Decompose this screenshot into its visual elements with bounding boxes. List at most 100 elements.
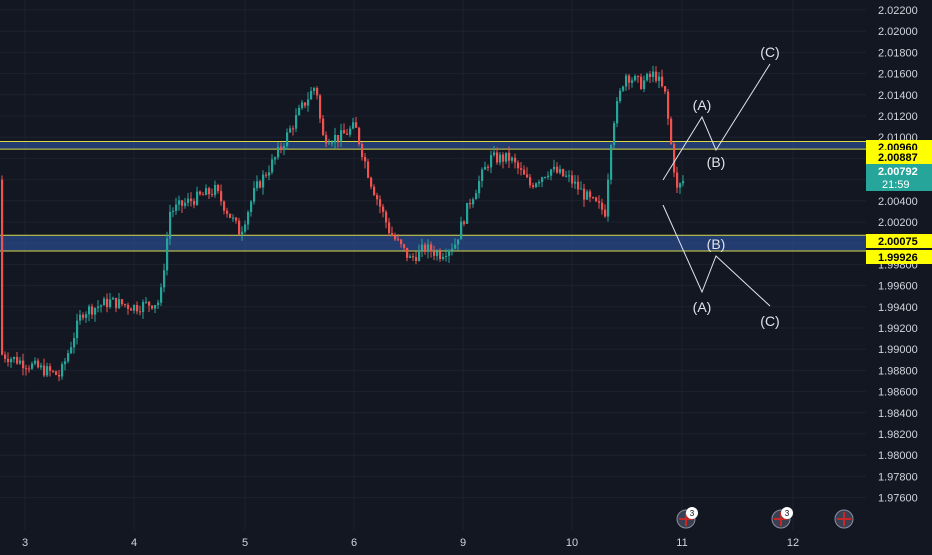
candle-body xyxy=(640,76,643,89)
candle-body xyxy=(139,311,142,313)
candle-body xyxy=(358,127,361,144)
event-badge[interactable]: 3 xyxy=(771,507,793,529)
y-tick-label: 1.98200 xyxy=(878,429,918,441)
candle-body xyxy=(373,186,376,196)
candle-body xyxy=(391,233,394,236)
candle-body xyxy=(40,365,43,368)
candle-body xyxy=(325,135,328,144)
support-zone xyxy=(0,235,866,252)
wave-label: (B) xyxy=(707,236,726,252)
candle-body xyxy=(469,202,472,205)
y-tick-label: 1.97600 xyxy=(878,493,918,505)
candle-body xyxy=(106,298,109,308)
candle-body xyxy=(556,166,559,173)
event-badge[interactable] xyxy=(834,509,854,529)
candle-body xyxy=(172,210,175,212)
candle-body xyxy=(646,73,649,81)
candle-body xyxy=(1,179,4,355)
candle-body xyxy=(547,175,550,178)
candle-body xyxy=(73,338,76,348)
candle-body xyxy=(454,244,457,249)
candle-body xyxy=(304,102,307,106)
candle-body xyxy=(382,206,385,212)
y-tick-label: 2.01400 xyxy=(878,90,918,102)
candle-body xyxy=(328,143,331,145)
candle-body xyxy=(676,172,679,188)
candle-body xyxy=(205,188,208,195)
y-tick-label: 1.98600 xyxy=(878,387,918,399)
candle-body xyxy=(271,159,274,173)
candle-body xyxy=(424,244,427,252)
candle-body xyxy=(445,255,448,257)
event-badge[interactable]: 3 xyxy=(676,507,698,529)
candle-body xyxy=(199,191,202,195)
candle-body xyxy=(70,347,73,354)
y-tick-label: 2.01600 xyxy=(878,69,918,81)
candle-body xyxy=(583,188,586,200)
candle-body xyxy=(397,239,400,241)
candle-body xyxy=(574,181,577,184)
candle-body xyxy=(532,185,535,187)
candle-body xyxy=(364,156,367,162)
candle-body xyxy=(343,130,346,134)
candle-body xyxy=(79,314,82,321)
candle-body xyxy=(142,302,145,312)
wave-label: (A) xyxy=(693,299,712,315)
candle-body xyxy=(544,177,547,179)
candle-body xyxy=(247,211,250,225)
candle-body xyxy=(229,213,232,218)
price-axis[interactable]: 2.02200 2.02000 2.01800 2.01600 2.01400 2.012… xyxy=(866,5,932,505)
candle-body xyxy=(181,200,184,206)
candle-body xyxy=(487,166,490,168)
candle-body xyxy=(529,177,532,186)
candle-body xyxy=(607,179,610,217)
candle-body xyxy=(598,201,601,203)
y-tick-label: 1.98000 xyxy=(878,450,918,462)
time-axis[interactable]: 3 4 5 6 9 10 11 12 xyxy=(22,537,799,549)
y-tick-label: 2.01800 xyxy=(878,47,918,59)
y-tick-label: 1.99200 xyxy=(878,323,918,335)
candle-body xyxy=(262,174,265,188)
candle-body xyxy=(463,221,466,224)
candle-body xyxy=(112,297,115,300)
candle-body xyxy=(16,357,19,364)
candle-body xyxy=(322,118,325,136)
candle-body xyxy=(394,235,397,240)
candle-body xyxy=(31,363,34,369)
candle-body xyxy=(448,250,451,256)
candle-body xyxy=(265,174,268,176)
candle-body xyxy=(286,132,289,147)
wave-annotations: (A) (B) (C) (A) (B) (C) xyxy=(662,44,780,329)
candle-body xyxy=(190,198,193,202)
candle-body xyxy=(628,75,631,83)
candle-body xyxy=(295,115,298,129)
candle-body xyxy=(94,307,97,315)
candle-body xyxy=(274,157,277,160)
candle-body xyxy=(175,204,178,211)
candle-body xyxy=(67,353,70,362)
candle-body xyxy=(427,244,430,252)
price-label: 2.00075 xyxy=(878,236,918,248)
candle-body xyxy=(145,301,148,303)
candle-body xyxy=(115,297,118,309)
candle-body xyxy=(355,122,358,128)
candle-body xyxy=(439,251,442,259)
candle-body xyxy=(634,75,637,81)
x-tick-label: 9 xyxy=(460,537,466,549)
candle-body xyxy=(517,162,520,169)
candle-body xyxy=(586,191,589,200)
candle-body xyxy=(109,299,112,308)
candle-body xyxy=(619,90,622,102)
candle-body xyxy=(232,217,235,219)
candle-body xyxy=(541,177,544,182)
candle-body xyxy=(616,101,619,124)
candle-body xyxy=(298,107,301,116)
candle-body xyxy=(97,306,100,308)
candle-body xyxy=(100,305,103,307)
x-tick-label: 6 xyxy=(351,537,357,549)
candle-body xyxy=(400,239,403,245)
